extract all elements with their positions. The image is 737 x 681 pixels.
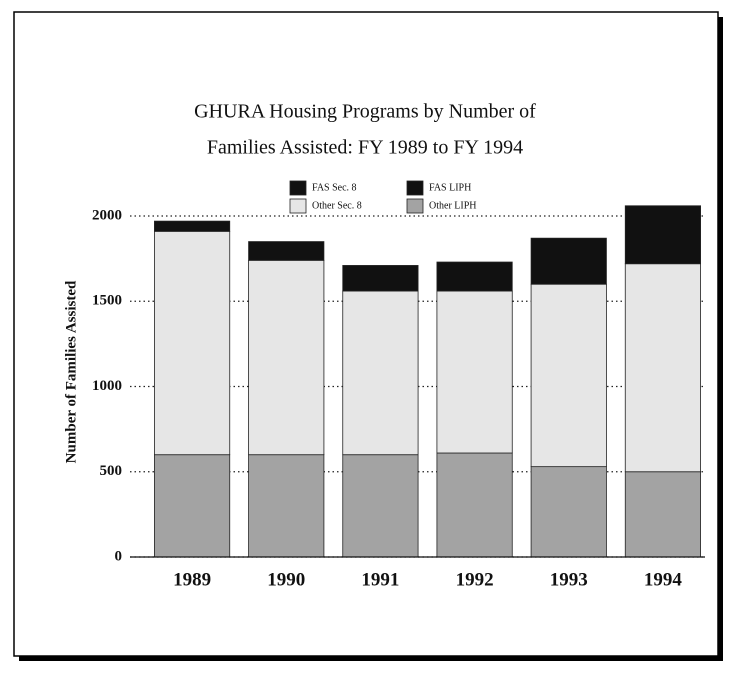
bar-segment [436,290,513,454]
legend-swatch [406,198,424,214]
y-axis-label: Number of Families Assisted [63,280,79,463]
bar-segment [436,452,513,558]
y-tick-label: 1500 [92,293,122,309]
bar-segment [624,205,701,265]
bar-segment [154,220,231,232]
legend-swatch [289,198,307,214]
bar-segment [530,466,607,558]
y-tick-label: 2000 [92,207,122,223]
y-tick-label: 500 [100,463,123,479]
chart-title: GHURA Housing Programs by Number of [194,101,536,123]
x-tick-label: 1992 [456,569,494,590]
bar-segment [248,241,325,261]
bar-segment [154,454,231,558]
bar-segment [624,471,701,558]
bar-segment [342,265,419,292]
bar-segment [530,237,607,285]
legend-label: Other Sec. 8 [312,200,362,211]
x-tick-label: 1994 [644,569,683,590]
y-tick-label: 0 [115,548,123,564]
x-tick-label: 1993 [550,569,588,590]
legend-label: FAS LIPH [429,182,471,193]
x-tick-label: 1989 [173,569,211,590]
bar-segment [342,290,419,456]
bar-segment [154,230,231,456]
bar-segment [342,454,419,558]
bar-segment [530,283,607,468]
x-tick-label: 1991 [361,569,399,590]
bar-segment [248,259,325,456]
y-tick-label: 1000 [92,378,122,394]
x-tick-label: 1990 [267,569,305,590]
legend-swatch [406,180,424,196]
bar-segment [248,454,325,558]
chart-title: Families Assisted: FY 1989 to FY 1994 [207,137,523,159]
legend-label: Other LIPH [429,200,477,211]
bar-segment [624,263,701,473]
legend-swatch [289,180,307,196]
bar-segment [436,261,513,292]
legend-label: FAS Sec. 8 [312,182,357,193]
